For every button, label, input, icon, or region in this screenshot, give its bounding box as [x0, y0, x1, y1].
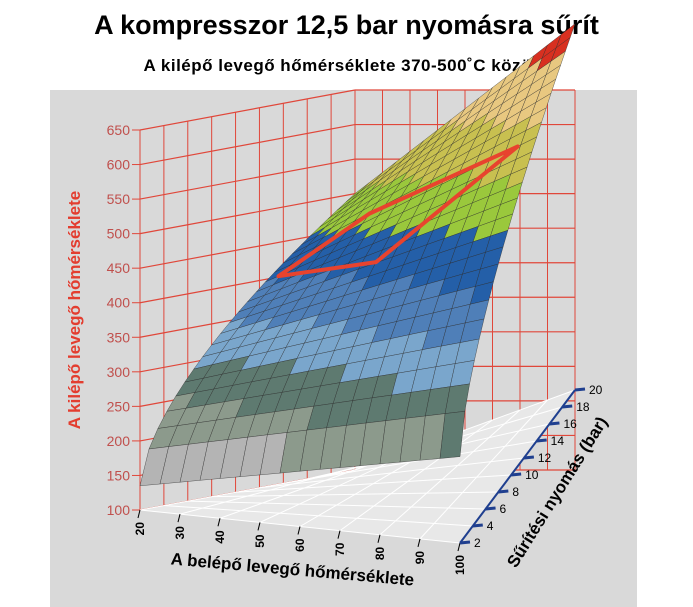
y-tick-label: 650 [107, 122, 131, 138]
x-tick-label: 70 [333, 542, 347, 556]
x-tick-label: 90 [413, 551, 427, 565]
y-tick-label: 150 [107, 467, 131, 483]
y-tick-label: 350 [107, 329, 131, 345]
x-tick-label: 80 [373, 546, 387, 560]
z-tick-label: 16 [563, 417, 577, 431]
z-tick-label: 2 [474, 536, 481, 550]
y-tick-label: 600 [107, 157, 131, 173]
x-tick-label: 20 [133, 522, 147, 536]
x-tick-label: 100 [453, 555, 467, 575]
z-tick-label: 6 [500, 502, 507, 516]
z-tick-label: 4 [487, 519, 494, 533]
z-tick-mark [498, 489, 509, 494]
left-wall-gridline [139, 158, 356, 200]
highlight-region [276, 144, 520, 279]
x-tick-label: 40 [213, 530, 227, 544]
z-tick-label: 18 [576, 400, 590, 414]
floor-gridline [379, 409, 521, 536]
y-tick-label: 250 [107, 398, 131, 414]
floor-plane [140, 390, 575, 543]
z-tick-label: 8 [512, 485, 519, 499]
surface-cell [439, 411, 466, 459]
left-wall-gridline [139, 89, 356, 131]
z-tick-mark [562, 404, 573, 409]
z-tick-label: 14 [551, 434, 565, 448]
z-tick-mark [485, 506, 496, 511]
x-tick-mark [137, 509, 141, 519]
x-tick-mark [177, 514, 181, 523]
z-tick-mark [574, 387, 586, 392]
y-tick-label: 450 [107, 260, 131, 276]
x-tick-mark [377, 534, 381, 543]
x-tick-mark [257, 522, 261, 531]
y-axis-label: A kilépő levegő hőmérséklete [65, 191, 84, 429]
y-tick-label: 200 [107, 433, 131, 449]
z-tick-mark [510, 472, 522, 477]
y-tick-label: 300 [107, 364, 131, 380]
x-tick-label: 60 [293, 538, 307, 552]
z-tick-mark [523, 455, 535, 460]
z-axis-line [459, 389, 576, 544]
x-tick-mark [457, 542, 461, 552]
y-tick-label: 550 [107, 191, 131, 207]
z-tick-label: 12 [538, 451, 552, 465]
left-wall-gridline [139, 123, 356, 166]
z-tick-label: 10 [525, 468, 539, 482]
y-axis-ticks: 100 150 200 250 300 350 400 450 500 550 600 650 [107, 122, 140, 518]
x-tick-mark [417, 538, 421, 547]
x-tick-mark [337, 530, 341, 539]
floor-gridline [339, 419, 493, 532]
z-tick-mark [549, 421, 560, 426]
x-tick-mark [217, 518, 221, 527]
floor-gridline [419, 399, 548, 540]
floor-gridline [179, 459, 383, 515]
y-tick-label: 500 [107, 226, 131, 242]
left-wall-gridline [139, 193, 356, 235]
x-axis-ticks: 20 30 40 50 60 70 80 90 100 [133, 509, 467, 575]
x-tick-label: 50 [253, 534, 267, 548]
y-tick-label: 400 [107, 295, 131, 311]
z-tick-mark [536, 438, 547, 443]
x-tick-label: 30 [173, 526, 187, 540]
chart-title: A kompresszor 12,5 bar nyomásra sűrít [94, 10, 599, 40]
chart-subtitle: A kilépő levegő hőmérséklete 370-500˚C k… [143, 56, 550, 75]
z-tick-label: 20 [589, 383, 603, 397]
surface-mesh [139, 23, 576, 487]
z-tick-mark [472, 523, 483, 528]
z-tick-mark [459, 540, 471, 545]
x-tick-mark [297, 526, 301, 535]
y-tick-label: 100 [107, 502, 131, 518]
